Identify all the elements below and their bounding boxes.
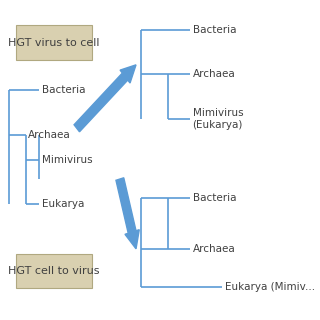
Text: Eukarya: Eukarya	[42, 199, 84, 209]
Text: Archaea: Archaea	[193, 69, 235, 79]
Text: Mimivirus
(Eukarya): Mimivirus (Eukarya)	[193, 108, 243, 130]
Text: Bacteria: Bacteria	[193, 193, 236, 203]
FancyArrow shape	[74, 65, 136, 132]
FancyBboxPatch shape	[16, 25, 92, 60]
Text: Bacteria: Bacteria	[42, 85, 85, 95]
FancyArrow shape	[116, 178, 139, 249]
Text: Mimivirus: Mimivirus	[42, 155, 92, 165]
Text: Bacteria: Bacteria	[193, 25, 236, 35]
Text: Archaea: Archaea	[28, 130, 71, 140]
Text: HGT virus to cell: HGT virus to cell	[8, 38, 100, 48]
Text: HGT cell to virus: HGT cell to virus	[8, 266, 100, 276]
Text: Eukarya (Mimiv...: Eukarya (Mimiv...	[225, 282, 315, 292]
FancyBboxPatch shape	[16, 253, 92, 288]
Text: Archaea: Archaea	[193, 244, 235, 254]
